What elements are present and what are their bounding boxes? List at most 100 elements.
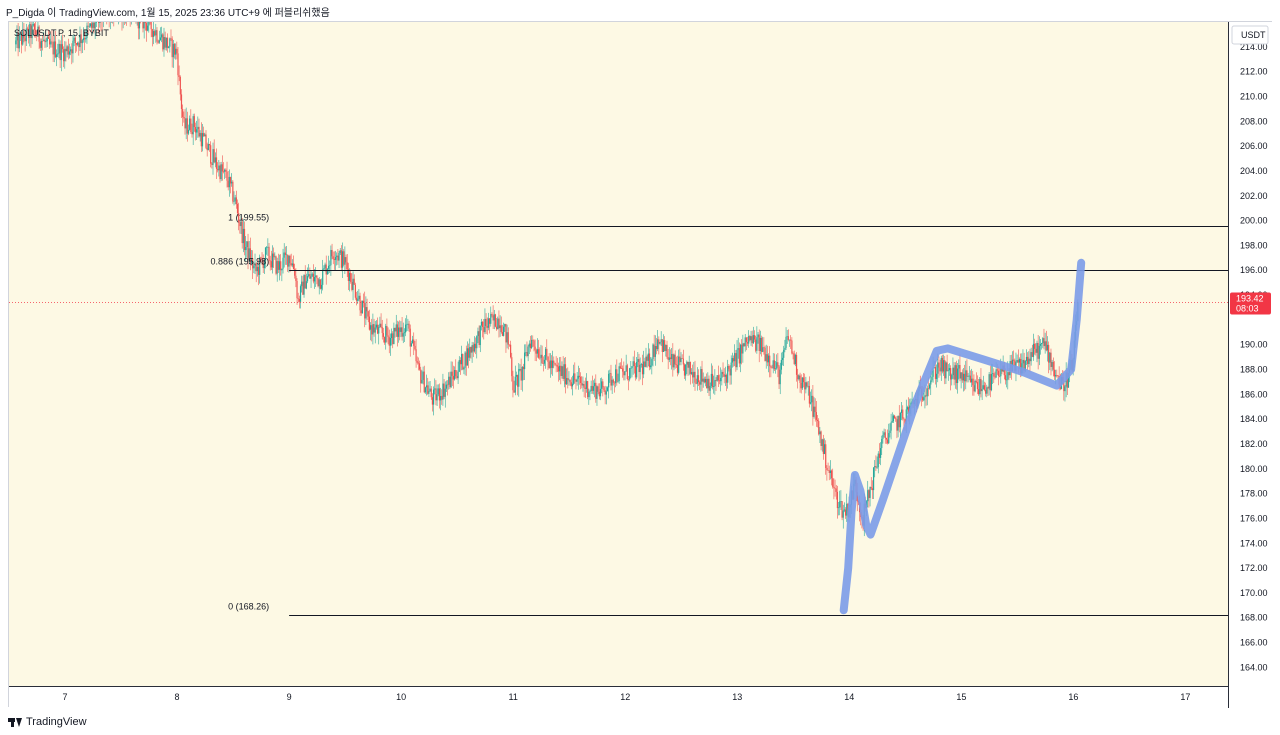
candle-body bbox=[185, 118, 187, 129]
candle-body bbox=[682, 358, 684, 365]
candle-body bbox=[947, 370, 949, 371]
candle-body bbox=[903, 418, 905, 420]
candle-body bbox=[257, 266, 260, 275]
candle-body bbox=[32, 24, 34, 26]
candle-body bbox=[332, 256, 334, 259]
current-price-value: 193.42 bbox=[1236, 294, 1264, 304]
candle-body bbox=[207, 144, 209, 151]
candle-body bbox=[179, 77, 181, 95]
candle-body bbox=[704, 378, 707, 383]
candle-body bbox=[480, 321, 483, 326]
candle-body bbox=[710, 373, 712, 386]
candle-body bbox=[394, 327, 396, 332]
candle-body bbox=[645, 356, 647, 367]
price-chart[interactable]: 1 (199.55) 0.886 (195.98) 0 (168.26) 214.00… bbox=[9, 22, 1273, 708]
candle-body bbox=[813, 406, 815, 417]
candle-body bbox=[79, 34, 81, 48]
candle-body bbox=[403, 332, 406, 334]
candle-body bbox=[836, 491, 838, 509]
candle-body bbox=[825, 444, 827, 468]
candle-body bbox=[999, 375, 1001, 377]
candle-body bbox=[778, 366, 780, 385]
candle-body bbox=[718, 380, 721, 382]
candle-body bbox=[619, 366, 621, 369]
candle-body bbox=[748, 336, 750, 344]
candle-body bbox=[294, 269, 296, 276]
tradingview-logo-icon bbox=[8, 717, 22, 727]
candle-body bbox=[99, 22, 101, 23]
time-axis[interactable] bbox=[9, 686, 1228, 708]
candle-body bbox=[175, 48, 177, 55]
candle-body bbox=[567, 378, 569, 381]
candle-body bbox=[826, 467, 828, 471]
candle-body bbox=[604, 390, 606, 395]
candle-body bbox=[641, 364, 644, 375]
candle-body bbox=[939, 367, 941, 372]
candle-body bbox=[711, 373, 714, 388]
hand-drawn-projection[interactable] bbox=[839, 258, 1086, 615]
candle-body bbox=[520, 369, 522, 381]
candle-body bbox=[37, 26, 39, 37]
candle-body bbox=[498, 318, 500, 329]
candle-body bbox=[1064, 386, 1066, 392]
candle-body bbox=[492, 315, 494, 321]
candle-body bbox=[816, 419, 819, 422]
candle-body bbox=[702, 378, 704, 382]
candle-body bbox=[637, 359, 639, 362]
candle-body bbox=[952, 367, 954, 376]
candle-body bbox=[742, 343, 744, 354]
candle-body bbox=[809, 402, 812, 404]
candle-body bbox=[539, 357, 541, 359]
candle-body bbox=[1030, 352, 1032, 362]
time-tick-label: 9 bbox=[287, 692, 292, 702]
candle-body bbox=[325, 264, 327, 275]
candle-body bbox=[52, 42, 54, 55]
candle-body bbox=[632, 361, 634, 367]
candle-body bbox=[448, 376, 450, 385]
candle-body bbox=[683, 364, 686, 376]
candle-body bbox=[706, 378, 708, 389]
price-tick-label: 208.00 bbox=[1240, 116, 1268, 126]
current-price-tag bbox=[1230, 292, 1271, 315]
candle-body bbox=[1038, 345, 1040, 359]
candle-body bbox=[1045, 341, 1047, 351]
candle-body bbox=[277, 261, 279, 270]
candle-body bbox=[240, 221, 242, 227]
price-scale[interactable] bbox=[1228, 22, 1273, 708]
candle-body bbox=[166, 37, 169, 48]
candle-body bbox=[794, 354, 796, 365]
candle-body bbox=[781, 357, 784, 360]
candle-body bbox=[94, 22, 96, 29]
candle-body bbox=[142, 22, 144, 29]
candle-body bbox=[417, 362, 420, 364]
candle-body bbox=[261, 258, 263, 261]
candle-body bbox=[713, 386, 715, 388]
candle-body bbox=[599, 388, 602, 397]
candle-body bbox=[248, 248, 250, 261]
candle-body bbox=[1056, 375, 1058, 376]
candle-body bbox=[200, 132, 202, 147]
plot-area[interactable] bbox=[9, 22, 1228, 686]
candle-body bbox=[424, 387, 427, 393]
candle-body bbox=[217, 168, 219, 171]
candle-body bbox=[585, 381, 588, 389]
candle-body bbox=[657, 339, 659, 350]
candle-body bbox=[791, 340, 793, 354]
candle-body bbox=[950, 368, 952, 380]
candle-body bbox=[95, 22, 97, 23]
candle-body bbox=[290, 263, 292, 266]
currency-button[interactable] bbox=[1231, 25, 1269, 45]
chart-panel[interactable]: 1 (199.55) 0.886 (195.98) 0 (168.26) 214.00… bbox=[8, 21, 1273, 708]
candle-body bbox=[594, 382, 596, 387]
candle-body bbox=[21, 34, 23, 45]
candle-body bbox=[67, 46, 69, 55]
candle-body bbox=[246, 241, 248, 248]
candle-body bbox=[484, 318, 486, 333]
candle-body bbox=[486, 326, 488, 328]
candle-body bbox=[889, 430, 891, 434]
candle-body bbox=[543, 359, 546, 364]
candle-body bbox=[517, 374, 519, 387]
candle-body bbox=[450, 371, 452, 388]
candle-body bbox=[191, 131, 193, 135]
candle-body bbox=[264, 247, 267, 261]
